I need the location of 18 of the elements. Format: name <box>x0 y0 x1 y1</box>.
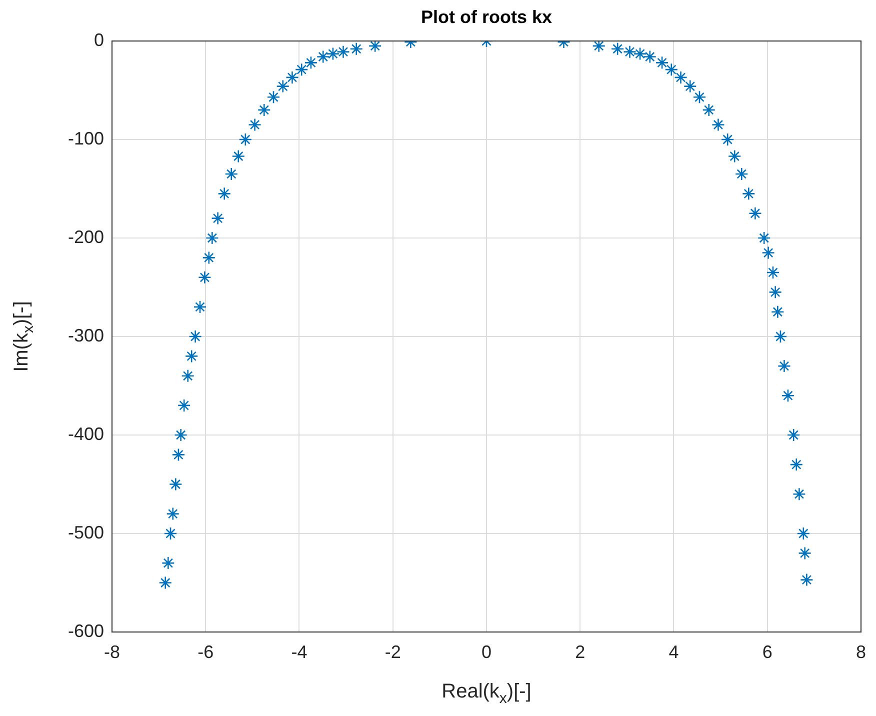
y-tick-label: -500 <box>68 522 104 542</box>
x-tick-label: -8 <box>104 642 120 662</box>
x-tick-label: -6 <box>198 642 214 662</box>
x-tick-label: -2 <box>384 642 401 662</box>
x-tick-label: 0 <box>481 642 492 662</box>
y-tick-label: -100 <box>68 128 104 148</box>
y-tick-label: -600 <box>68 620 104 641</box>
x-tick-label: 6 <box>762 642 772 662</box>
y-axis-title: Im(kx)[-] <box>10 301 38 372</box>
y-tick-label: 0 <box>94 30 104 50</box>
y-tick-label: -300 <box>68 325 104 346</box>
x-tick-label: -4 <box>291 642 308 662</box>
chart-title: Plot of roots kx <box>420 6 552 27</box>
x-tick-label: 4 <box>668 642 679 662</box>
x-tick-label: 2 <box>575 642 586 662</box>
x-tick-label: 8 <box>856 642 866 662</box>
y-tick-label: -400 <box>68 424 104 444</box>
y-tick-label: -200 <box>68 226 104 247</box>
